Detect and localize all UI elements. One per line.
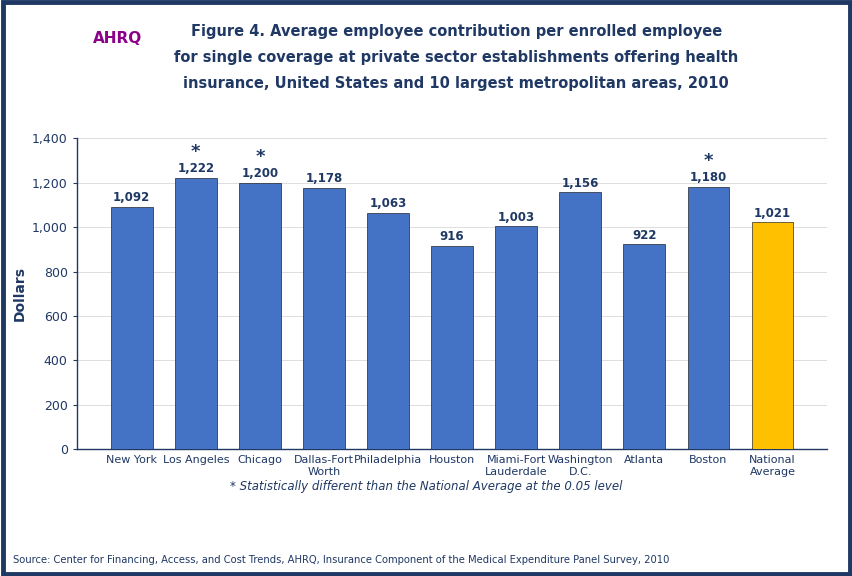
Text: 1,092: 1,092 xyxy=(113,191,150,204)
Bar xyxy=(687,187,728,449)
Bar xyxy=(175,178,216,449)
Text: Advancing
Excellence in
Health Care: Advancing Excellence in Health Care xyxy=(94,74,141,96)
Bar xyxy=(431,246,472,449)
Bar xyxy=(559,192,601,449)
Text: insurance, United States and 10 largest metropolitan areas, 2010: insurance, United States and 10 largest … xyxy=(183,76,728,91)
Text: 1,180: 1,180 xyxy=(689,172,726,184)
Text: *: * xyxy=(703,153,712,170)
Text: Source: Center for Financing, Access, and Cost Trends, AHRQ, Insurance Component: Source: Center for Financing, Access, an… xyxy=(13,555,668,565)
Text: 1,063: 1,063 xyxy=(369,198,406,210)
Text: * Statistically different than the National Average at the 0.05 level: * Statistically different than the Natio… xyxy=(230,480,622,493)
Text: 922: 922 xyxy=(631,229,656,242)
Y-axis label: Dollars: Dollars xyxy=(12,266,26,321)
Text: 916: 916 xyxy=(440,230,463,243)
Bar xyxy=(495,226,537,449)
Bar xyxy=(239,183,280,449)
Bar xyxy=(366,213,408,449)
Bar xyxy=(111,207,153,449)
Text: 1,003: 1,003 xyxy=(497,211,534,224)
Text: *: * xyxy=(191,143,200,161)
Text: 1,178: 1,178 xyxy=(305,172,343,185)
Text: 1,222: 1,222 xyxy=(177,162,214,175)
Text: for single coverage at private sector establishments offering health: for single coverage at private sector es… xyxy=(174,50,738,65)
Bar xyxy=(302,188,344,449)
Text: Figure 4. Average employee contribution per enrolled employee: Figure 4. Average employee contribution … xyxy=(191,24,721,39)
Text: 1,021: 1,021 xyxy=(753,207,790,220)
Bar xyxy=(751,222,792,449)
Bar xyxy=(623,244,665,449)
Text: HHS: HHS xyxy=(31,62,50,70)
Text: AHRQ: AHRQ xyxy=(93,31,141,46)
Text: *: * xyxy=(255,148,264,166)
Text: 1,200: 1,200 xyxy=(241,167,278,180)
Text: 1,156: 1,156 xyxy=(561,177,598,190)
